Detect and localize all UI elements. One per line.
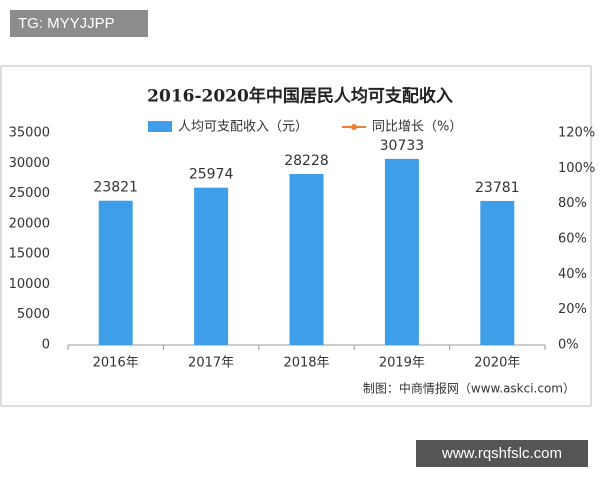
x-tick-label: 2018年: [283, 356, 329, 371]
y-tick-label: 30000: [9, 156, 50, 171]
bar: [480, 200, 515, 345]
x-tick-label: 2016年: [93, 356, 139, 371]
y2-tick-label: 80%: [558, 196, 587, 211]
bar: [194, 187, 229, 345]
legend-swatch: [148, 121, 172, 132]
y-tick-label: 15000: [9, 247, 50, 262]
y-tick-label: 25000: [9, 186, 50, 201]
top-label: TG: MYYJJPP: [10, 10, 148, 37]
legend-label: 人均可支配收入（元）: [178, 120, 308, 135]
y-tick-label: 5000: [17, 307, 50, 322]
bottom-label: www.rqshfslc.com: [416, 440, 588, 467]
chart-title: 2016-2020年中国居民人均可支配收入: [147, 86, 453, 107]
source-note: 制图：中商情报网（www.askci.com）: [363, 381, 575, 396]
y2-tick-label: 0%: [558, 338, 579, 353]
bar: [289, 174, 324, 345]
y2-tick-label: 40%: [558, 267, 587, 282]
data-label: 25974: [189, 167, 234, 183]
legend-swatch-dot: [351, 124, 357, 130]
x-tick-label: 2020年: [474, 356, 520, 371]
bar: [98, 200, 133, 345]
y2-tick-label: 20%: [558, 302, 587, 317]
data-label: 23821: [93, 180, 138, 196]
y-tick-label: 10000: [9, 277, 50, 292]
data-label: 23781: [475, 180, 520, 196]
y2-tick-label: 100%: [558, 161, 595, 176]
y-tick-label: 35000: [9, 126, 50, 141]
x-tick-label: 2019年: [379, 356, 425, 371]
y-tick-label: 20000: [9, 216, 50, 231]
data-label: 28228: [284, 153, 329, 169]
bar: [384, 158, 419, 345]
data-label: 30733: [380, 138, 425, 154]
y-tick-label: 0: [42, 338, 50, 353]
x-tick-label: 2017年: [188, 356, 234, 371]
y2-tick-label: 60%: [558, 232, 587, 247]
legend-label: 同比增长（%）: [372, 120, 462, 135]
y2-tick-label: 120%: [558, 126, 595, 141]
